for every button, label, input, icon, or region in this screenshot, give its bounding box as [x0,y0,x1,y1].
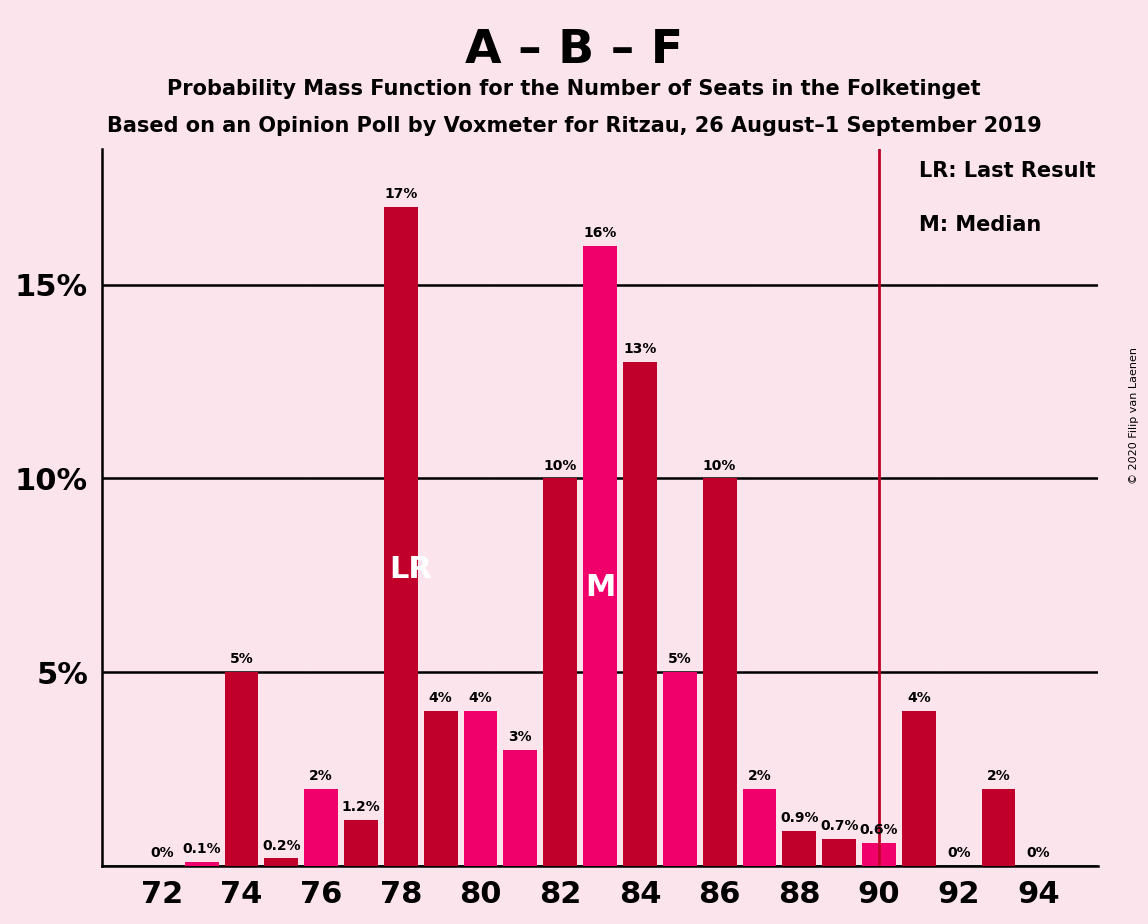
Text: M: Median: M: Median [918,215,1041,235]
Text: 2%: 2% [986,769,1010,783]
Text: M: M [584,573,615,602]
Text: 0%: 0% [150,846,173,860]
Text: Based on an Opinion Poll by Voxmeter for Ritzau, 26 August–1 September 2019: Based on an Opinion Poll by Voxmeter for… [107,116,1041,136]
Bar [783,832,816,866]
Text: © 2020 Filip van Laenen: © 2020 Filip van Laenen [1130,347,1139,484]
Text: LR: LR [389,555,432,584]
Text: 10%: 10% [703,458,736,473]
Text: 10%: 10% [543,458,577,473]
Text: 2%: 2% [309,769,333,783]
Bar [344,820,378,866]
Text: 0.7%: 0.7% [820,820,859,833]
Bar [822,839,856,866]
Text: 2%: 2% [747,769,771,783]
Bar [902,711,936,866]
Text: 0.1%: 0.1% [183,843,220,857]
Bar [862,843,895,866]
Text: Probability Mass Function for the Number of Seats in the Folketinget: Probability Mass Function for the Number… [168,79,980,99]
Text: 16%: 16% [583,226,616,240]
Bar [743,788,776,866]
Text: 4%: 4% [907,691,931,705]
Text: 1.2%: 1.2% [342,800,380,814]
Text: 17%: 17% [385,188,418,201]
Text: 4%: 4% [429,691,452,705]
Text: 0%: 0% [1026,846,1050,860]
Bar [383,207,418,866]
Bar [543,479,577,866]
Bar [623,362,657,866]
Text: 3%: 3% [509,730,533,744]
Bar [424,711,458,866]
Bar [225,673,258,866]
Bar [264,858,298,866]
Text: 0%: 0% [947,846,970,860]
Text: 13%: 13% [623,343,657,357]
Bar [982,788,1016,866]
Bar [185,862,218,866]
Bar [703,479,737,866]
Text: 5%: 5% [668,652,691,666]
Bar [662,673,697,866]
Text: 0.9%: 0.9% [779,811,819,825]
Bar [304,788,339,866]
Text: LR: Last Result: LR: Last Result [918,161,1095,180]
Text: 5%: 5% [230,652,254,666]
Bar [583,246,616,866]
Text: A – B – F: A – B – F [465,28,683,73]
Bar [464,711,497,866]
Text: 0.2%: 0.2% [262,839,301,853]
Text: 0.6%: 0.6% [860,823,898,837]
Bar [504,749,537,866]
Text: 4%: 4% [468,691,492,705]
